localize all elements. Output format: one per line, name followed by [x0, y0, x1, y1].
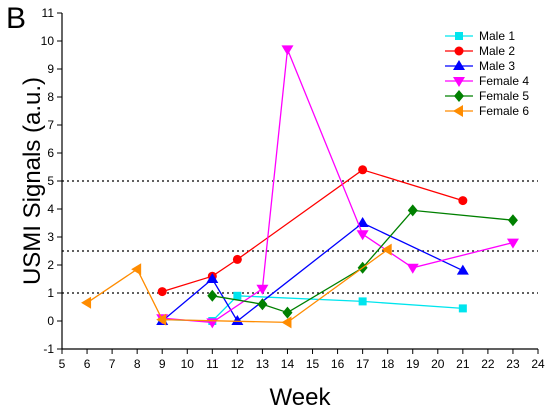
series-layer — [81, 45, 519, 329]
x-tick-label: 8 — [134, 357, 141, 371]
y-tick-label: 4 — [47, 202, 54, 216]
x-tick-label: 7 — [109, 357, 116, 371]
legend-item: Male 1 — [445, 29, 515, 43]
data-point — [157, 287, 167, 297]
data-point — [358, 165, 368, 175]
legend-item: Male 2 — [445, 44, 515, 58]
data-point — [257, 298, 268, 311]
data-point — [256, 284, 269, 295]
x-tick-label: 10 — [181, 357, 195, 371]
x-tick-label: 6 — [84, 357, 91, 371]
legend-item: Female 6 — [445, 104, 529, 118]
y-tick-label: 8 — [47, 90, 54, 104]
data-point — [233, 291, 242, 300]
x-tick-label: 17 — [356, 357, 370, 371]
legend-label: Female 6 — [479, 104, 529, 118]
y-tick-label: 1 — [47, 286, 54, 300]
x-tick-label: 22 — [481, 357, 495, 371]
data-point — [206, 273, 219, 283]
series-female-5 — [207, 204, 518, 319]
series-male-3 — [156, 217, 469, 325]
x-tick-label: 20 — [431, 357, 445, 371]
series-female-6 — [81, 243, 392, 329]
y-tick-label: 9 — [47, 62, 54, 76]
x-tick-label: 21 — [456, 357, 470, 371]
x-tick-label: 24 — [531, 357, 545, 371]
y-tick-label: 2 — [47, 258, 54, 272]
legend-marker — [453, 77, 465, 87]
x-tick-label: 13 — [256, 357, 270, 371]
legend-item: Female 4 — [445, 74, 529, 88]
legend-label: Male 3 — [479, 59, 515, 73]
data-point — [281, 45, 294, 56]
y-tick-label: 6 — [47, 146, 54, 160]
data-point — [281, 316, 292, 329]
data-point — [406, 263, 419, 274]
legend-marker — [453, 105, 463, 117]
panel-label: B — [6, 2, 27, 35]
legend-marker — [455, 32, 463, 40]
legend-label: Female 4 — [479, 74, 529, 88]
data-point — [381, 243, 392, 256]
data-point — [206, 318, 219, 329]
data-point — [231, 315, 244, 325]
legend-marker — [454, 46, 464, 56]
legend-item: Male 3 — [445, 59, 515, 73]
x-tick-label: 18 — [381, 357, 395, 371]
data-point — [356, 230, 369, 241]
data-point — [207, 289, 218, 302]
data-point — [131, 263, 142, 276]
axes: 5 6 7 8 9 10 11 12 13 14 15 16 17 18 19 20 21 22 23 24-1012… — [41, 6, 545, 371]
y-tick-label: -1 — [43, 342, 54, 356]
series-line — [212, 209, 514, 314]
data-point — [156, 313, 167, 326]
data-point — [507, 214, 518, 227]
y-tick-label: 10 — [41, 34, 55, 48]
x-tick-label: 19 — [406, 357, 420, 371]
legend-label: Male 2 — [479, 44, 515, 58]
series-line — [162, 169, 464, 293]
reference-lines — [62, 180, 538, 294]
x-tick-label: 16 — [331, 357, 345, 371]
y-tick-label: 0 — [47, 314, 54, 328]
y-tick-label: 5 — [47, 174, 54, 188]
legend-label: Female 5 — [479, 89, 529, 103]
data-point — [456, 264, 469, 275]
data-point — [458, 196, 468, 206]
y-axis-title: USMI Signals (a.u.) — [19, 77, 46, 285]
series-line — [161, 222, 464, 322]
data-point — [232, 254, 242, 264]
y-tick-label: 11 — [42, 6, 55, 20]
x-tick-label: 11 — [206, 357, 219, 371]
x-axis-title: Week — [270, 384, 332, 411]
data-point — [506, 238, 519, 249]
x-tick-label: 9 — [159, 357, 166, 371]
x-tick-label: 5 — [59, 357, 66, 371]
data-point — [81, 296, 92, 309]
series-male-2 — [157, 165, 468, 297]
x-tick-label: 15 — [306, 357, 320, 371]
legend-item: Female 5 — [445, 89, 529, 103]
data-point — [282, 306, 293, 319]
data-point — [458, 304, 467, 313]
data-point — [358, 297, 367, 306]
data-point — [356, 217, 369, 227]
y-tick-label: 7 — [47, 118, 54, 132]
x-tick-label: 14 — [281, 357, 295, 371]
x-tick-label: 23 — [506, 357, 520, 371]
data-point — [407, 204, 418, 217]
series-line — [162, 295, 463, 322]
legend-marker — [453, 60, 465, 70]
legend-label: Male 1 — [479, 29, 515, 43]
legend-marker — [454, 90, 464, 102]
x-tick-label: 12 — [231, 357, 245, 371]
y-tick-label: 3 — [47, 230, 54, 244]
